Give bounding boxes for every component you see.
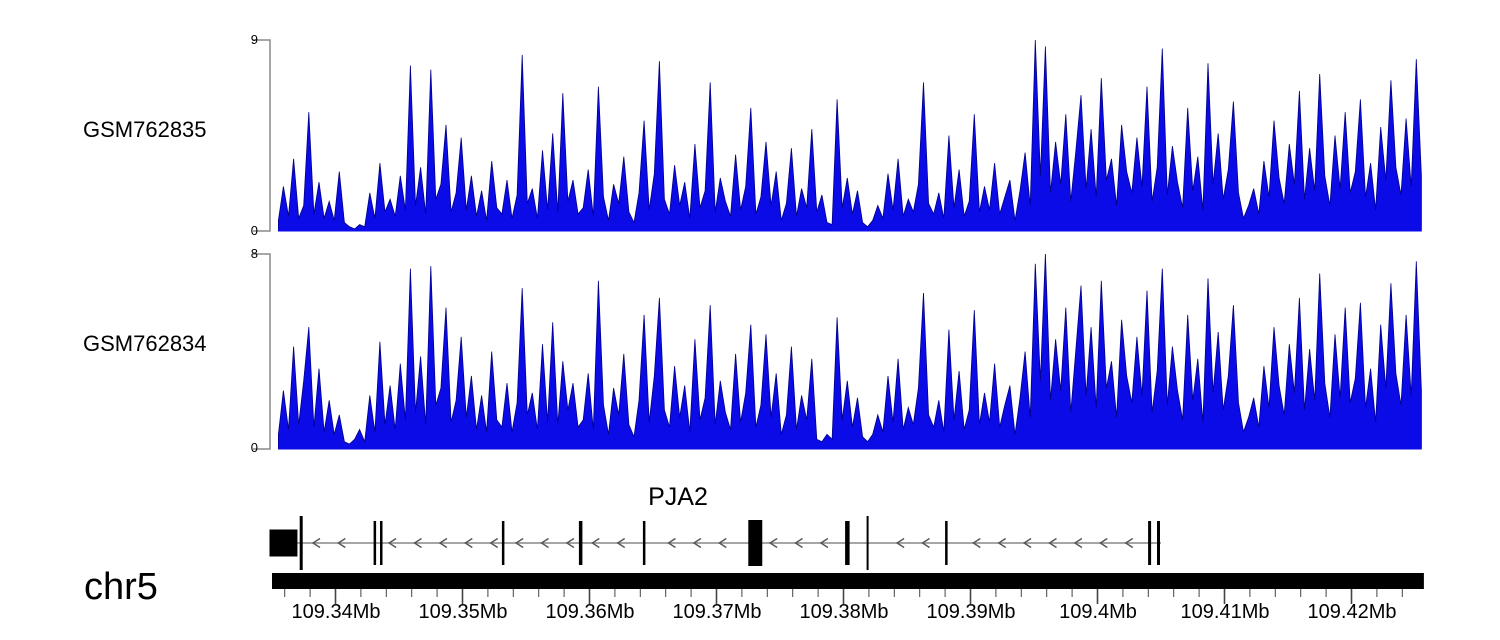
minus-strand-arrow-icon xyxy=(387,537,397,549)
minus-strand-arrow-icon xyxy=(514,537,524,549)
gene-exon xyxy=(642,521,646,565)
gene-exon xyxy=(748,520,763,566)
chromosome-label: chr5 xyxy=(84,566,158,608)
minus-strand-arrow-icon xyxy=(591,537,600,549)
minus-strand-arrow-icon xyxy=(1022,537,1032,549)
minus-strand-arrow-icon xyxy=(1124,537,1134,549)
minus-strand-arrow-icon xyxy=(540,537,549,549)
gene-exon xyxy=(845,521,850,565)
coverage-area-gsm762835 xyxy=(277,39,1422,232)
y-axis-bracket-gsm762835 xyxy=(253,39,271,232)
axis-tick-label: 109.39Mb xyxy=(926,601,1016,623)
minus-strand-arrow-icon xyxy=(565,537,575,549)
track1-ymin-label: 0 xyxy=(250,223,258,238)
axis-tick-label: 109.37Mb xyxy=(672,601,762,623)
axis-tick-label: 109.41Mb xyxy=(1180,601,1270,623)
gene-exon xyxy=(380,521,383,565)
axis-tick-label: 109.34Mb xyxy=(291,601,381,623)
minus-strand-arrow-icon xyxy=(1099,537,1108,549)
minus-strand-arrow-icon xyxy=(311,537,321,549)
track-label-gsm762834: GSM762834 xyxy=(83,331,207,356)
gene-exon xyxy=(501,521,505,565)
minus-strand-arrow-icon xyxy=(337,537,346,549)
minus-strand-arrow-icon xyxy=(413,537,422,549)
gene-exon xyxy=(578,521,583,565)
axis-tick-label: 109.4Mb xyxy=(1059,601,1137,623)
gene-name-label: PJA2 xyxy=(648,483,708,511)
minus-strand-arrow-icon xyxy=(997,537,1007,549)
minus-strand-arrow-icon xyxy=(667,537,676,549)
minus-strand-arrow-icon xyxy=(616,537,626,549)
gene-exon xyxy=(299,516,303,570)
minus-strand-arrow-icon xyxy=(1073,537,1083,549)
minus-strand-arrow-icon xyxy=(895,537,905,549)
chromosome-bar xyxy=(272,573,1424,589)
y-axis-bracket-gsm762834 xyxy=(253,253,271,450)
gene-exon xyxy=(945,521,948,565)
minus-strand-arrow-icon xyxy=(464,537,473,549)
minus-strand-arrow-icon xyxy=(972,537,981,549)
coverage-baseline-gsm762834 xyxy=(278,446,1422,450)
axis-tick-label: 109.42Mb xyxy=(1307,601,1397,623)
minus-strand-arrow-icon xyxy=(768,537,778,549)
minus-strand-arrow-icon xyxy=(438,537,448,549)
axis-tick-label: 109.35Mb xyxy=(418,601,508,623)
track2-ymin-label: 0 xyxy=(250,440,258,455)
track2-ymax-label: 8 xyxy=(250,246,258,261)
coverage-baseline-gsm762835 xyxy=(278,228,1422,232)
track1-ymax-label: 9 xyxy=(250,32,258,47)
minus-strand-arrow-icon xyxy=(718,537,727,549)
minus-strand-arrow-icon xyxy=(489,537,499,549)
minus-strand-arrow-icon xyxy=(819,537,829,549)
coverage-area-gsm762834 xyxy=(277,253,1422,450)
gene-exon xyxy=(1148,521,1152,565)
minus-strand-arrow-icon xyxy=(921,537,930,549)
axis-tick-label: 109.38Mb xyxy=(799,601,889,623)
gene-exon xyxy=(373,521,377,565)
gene-exon xyxy=(1157,521,1160,565)
minus-strand-arrow-icon xyxy=(1048,537,1057,549)
gene-exon xyxy=(866,516,869,570)
gene-exon xyxy=(269,529,298,557)
track-label-gsm762835: GSM762835 xyxy=(83,117,207,142)
minus-strand-arrow-icon xyxy=(794,537,803,549)
axis-tick-label: 109.36Mb xyxy=(545,601,635,623)
minus-strand-arrow-icon xyxy=(692,537,702,549)
